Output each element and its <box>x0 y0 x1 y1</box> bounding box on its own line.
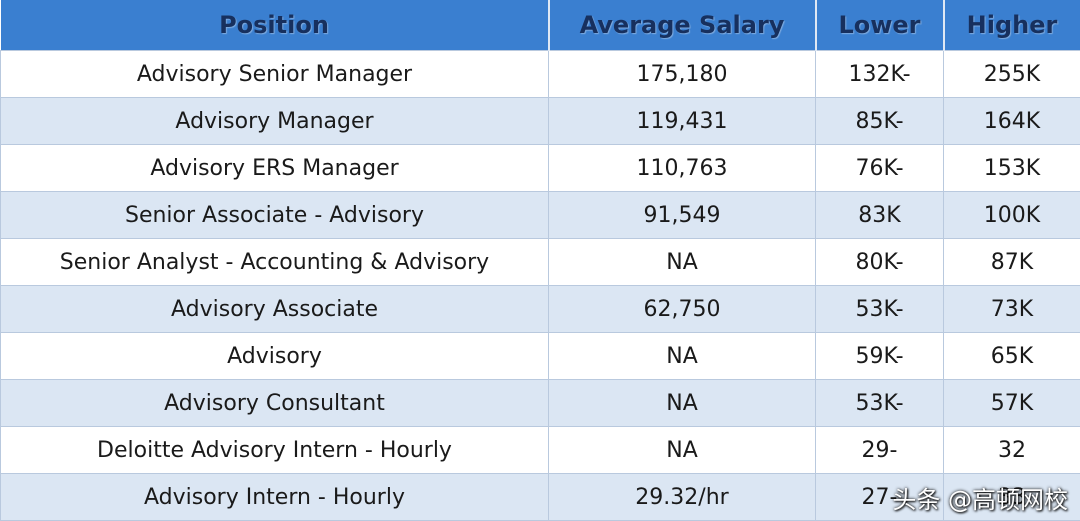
table-row: Advisory Intern - Hourly 29.32/hr 27- 33 <box>0 473 1080 521</box>
table-cell: Advisory <box>0 332 549 380</box>
table-cell: NA <box>548 238 816 286</box>
table-cell: 164K <box>943 97 1080 145</box>
table-cell: Advisory ERS Manager <box>0 144 549 192</box>
table-cell: 65K <box>943 332 1080 380</box>
table-cell: 110,763 <box>548 144 816 192</box>
table-row: Advisory Manager 119,431 85K- 164K <box>0 97 1080 145</box>
table-cell: 29- <box>815 426 944 474</box>
table-cell: 91,549 <box>548 191 816 239</box>
table-body: Advisory Senior Manager 175,180 132K- 255K A… <box>0 50 1080 521</box>
table-cell: 33 <box>943 473 1080 521</box>
watermark: 头条 @高顿网校 <box>892 486 1068 514</box>
table-cell: 100K <box>943 191 1080 239</box>
table-cell: Advisory Intern - Hourly <box>0 473 549 521</box>
table-cell: 27- <box>815 473 944 521</box>
table-cell: 57K <box>943 379 1080 427</box>
table-cell: 87K <box>943 238 1080 286</box>
table-cell: 53K- <box>815 285 944 333</box>
table-row: Advisory Consultant NA 53K- 57K <box>0 379 1080 427</box>
table-cell: 119,431 <box>548 97 816 145</box>
header-cell: Average Salary <box>548 0 817 51</box>
table-cell: NA <box>548 332 816 380</box>
table-row: Advisory Associate 62,750 53K- 73K <box>0 285 1080 333</box>
header-row: Position Average Salary Lower Higher <box>0 0 1080 51</box>
table-row: Advisory Senior Manager 175,180 132K- 255K <box>0 50 1080 98</box>
table-cell: 83K <box>815 191 944 239</box>
table-cell: 153K <box>943 144 1080 192</box>
table-cell: 175,180 <box>548 50 816 98</box>
header-cell: Position <box>0 0 550 51</box>
table-cell: 32 <box>943 426 1080 474</box>
table-cell: Deloitte Advisory Intern - Hourly <box>0 426 549 474</box>
table-cell: 255K <box>943 50 1080 98</box>
table-cell: 53K- <box>815 379 944 427</box>
table-cell: 73K <box>943 285 1080 333</box>
table-cell: 29.32/hr <box>548 473 816 521</box>
table-row: Senior Associate - Advisory 91,549 83K 100K <box>0 191 1080 239</box>
table-cell: 80K- <box>815 238 944 286</box>
table-cell: Senior Associate - Advisory <box>0 191 549 239</box>
table-cell: Advisory Manager <box>0 97 549 145</box>
table-cell: NA <box>548 379 816 427</box>
table-row: Senior Analyst - Accounting & Advisory NA… <box>0 238 1080 286</box>
table-cell: Advisory Consultant <box>0 379 549 427</box>
table-cell: Advisory Associate <box>0 285 549 333</box>
table-cell: 85K- <box>815 97 944 145</box>
header-cell: Lower <box>815 0 945 51</box>
header-cell: Higher <box>943 0 1080 51</box>
table-cell: 76K- <box>815 144 944 192</box>
table-cell: 62,750 <box>548 285 816 333</box>
table-row: Advisory NA 59K- 65K <box>0 332 1080 380</box>
table-cell: 59K- <box>815 332 944 380</box>
table-cell: NA <box>548 426 816 474</box>
table-cell: Senior Analyst - Accounting & Advisory <box>0 238 549 286</box>
table-row: Deloitte Advisory Intern - Hourly NA 29- 32 <box>0 426 1080 474</box>
table-cell: 132K- <box>815 50 944 98</box>
table-cell: Advisory Senior Manager <box>0 50 549 98</box>
table-row: Advisory ERS Manager 110,763 76K- 153K <box>0 144 1080 192</box>
